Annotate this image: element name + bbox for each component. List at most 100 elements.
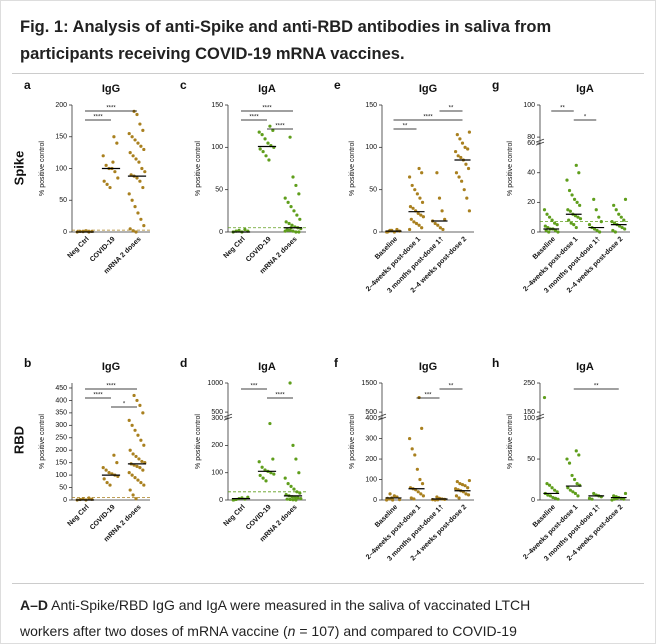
data-point	[456, 154, 460, 158]
data-point	[271, 457, 275, 461]
data-point	[466, 147, 470, 151]
data-point	[433, 221, 437, 226]
data-point	[289, 484, 293, 488]
data-point	[288, 381, 292, 385]
data-point	[597, 215, 601, 219]
data-point	[140, 459, 144, 464]
data-point	[594, 208, 598, 212]
y-axis-label: % positive control	[507, 141, 514, 196]
data-point	[417, 166, 421, 171]
data-point	[291, 498, 295, 502]
significance-label: ****	[93, 115, 103, 121]
x-tick-label: Neg Ctrl	[223, 236, 247, 260]
data-point	[555, 222, 559, 227]
data-point	[116, 176, 120, 180]
data-point	[443, 217, 447, 221]
significance-label: *	[123, 402, 126, 408]
y-axis-label: % positive control	[195, 414, 202, 469]
data-point	[137, 160, 141, 164]
data-point	[142, 147, 146, 152]
data-point	[291, 229, 295, 233]
data-point	[550, 218, 554, 222]
significance-label: **	[403, 124, 408, 130]
data-point	[454, 149, 458, 154]
divider	[12, 583, 644, 584]
data-point	[553, 228, 558, 233]
data-point	[565, 178, 569, 182]
y-tick-label: 150	[523, 409, 535, 416]
data-point	[392, 494, 396, 498]
y-tick-label: 250	[523, 380, 535, 387]
data-point	[113, 170, 117, 174]
significance-label: ****	[262, 106, 272, 112]
data-point	[128, 227, 132, 231]
y-tick-label: 0	[219, 229, 223, 236]
data-point	[142, 483, 146, 487]
y-tick-label: 1500	[361, 380, 377, 387]
data-point	[441, 227, 445, 232]
y-tick-label: 1000	[207, 380, 223, 387]
significance-label: ****	[423, 115, 433, 121]
data-point	[437, 196, 442, 200]
y-tick-label: 0	[531, 229, 535, 236]
data-point	[454, 494, 459, 498]
caption-text: = 107) and compared to COVID-19	[295, 623, 517, 639]
data-point	[139, 217, 143, 221]
y-tick-label: 0	[63, 497, 67, 504]
data-point	[613, 230, 617, 234]
x-tick-label: Neg Ctrl	[223, 504, 247, 528]
data-point	[138, 403, 142, 408]
data-point	[127, 131, 131, 136]
panel-title: IgG	[102, 83, 120, 95]
data-point	[599, 220, 603, 224]
data-point	[412, 220, 416, 224]
significance-label: **	[594, 384, 599, 390]
data-point	[542, 395, 547, 400]
figure: Spike RBD a IgG% positive control05010015…	[11, 78, 630, 563]
data-point	[463, 484, 467, 488]
data-point	[610, 498, 614, 502]
data-point	[272, 472, 276, 476]
data-point	[612, 494, 616, 498]
panel-letter: g	[492, 78, 499, 92]
data-point	[133, 475, 137, 480]
data-point	[438, 226, 442, 230]
data-point	[622, 218, 626, 222]
data-point	[553, 496, 558, 500]
data-point	[412, 497, 416, 501]
data-point	[289, 205, 293, 209]
figure-title: Fig. 1: Analysis of anti-Spike and anti-…	[20, 14, 551, 68]
data-point	[291, 443, 295, 447]
data-point	[458, 482, 462, 486]
y-tick-label: 20	[527, 199, 535, 206]
data-point	[455, 133, 459, 137]
y-tick-label: 50	[527, 456, 535, 463]
significance-label: *	[584, 115, 587, 121]
data-point	[577, 453, 581, 457]
y-tick-label: 80	[527, 134, 535, 141]
y-tick-label: 0	[219, 497, 223, 504]
data-point	[457, 496, 461, 500]
data-point	[127, 471, 131, 475]
y-tick-label: 300	[365, 435, 377, 442]
data-point	[420, 171, 424, 175]
y-tick-label: 100	[365, 144, 377, 151]
data-point	[261, 476, 265, 480]
data-point	[267, 158, 271, 162]
data-point	[142, 224, 146, 228]
data-point	[568, 488, 572, 492]
y-tick-label: 150	[55, 460, 67, 467]
data-point	[610, 220, 614, 224]
data-point	[548, 494, 553, 498]
y-tick-label: 150	[55, 134, 67, 141]
data-point	[135, 176, 139, 180]
row-label: RBD	[11, 426, 26, 454]
data-point	[139, 438, 143, 442]
data-point	[547, 215, 552, 219]
data-point	[243, 227, 247, 232]
data-point	[291, 175, 295, 179]
data-point	[102, 477, 106, 481]
data-point	[260, 465, 264, 469]
data-point	[134, 454, 138, 459]
